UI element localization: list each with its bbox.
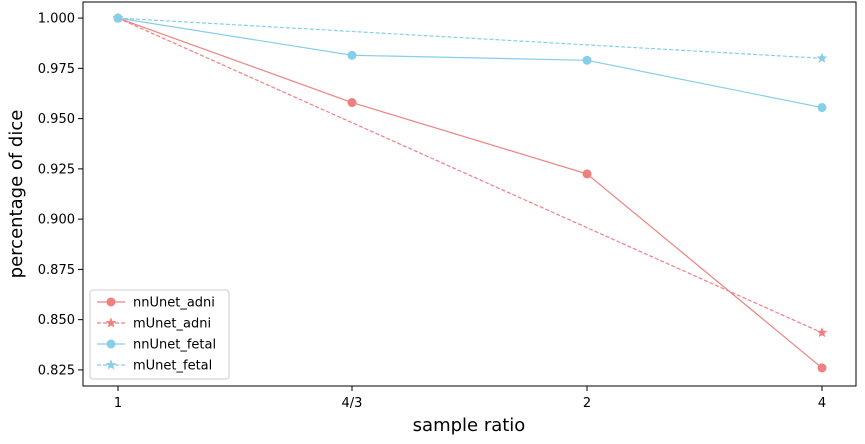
x-tick-label: 1 [114,396,122,411]
y-tick-label: 0.825 [38,363,75,378]
x-tick-label: 4/3 [342,396,363,411]
y-tick-label: 0.850 [38,313,75,328]
series-layer [112,12,828,373]
x-tick-label: 2 [583,396,591,411]
legend-box [89,289,230,380]
series-mUnet_fetal [112,12,828,63]
y-tick-label: 0.925 [38,162,75,177]
y-axis-title: percentage of dice [6,110,27,279]
data-point [582,169,592,179]
data-point [817,363,827,373]
y-tick-label: 0.875 [38,263,75,278]
legend-marker [105,359,117,370]
legend: nnUnet_adni mUnet_adni nnUnet_fetal mUnet_f… [89,289,230,380]
y-axis: 0.825 0.850 0.875 0.900 0.925 0.950 0.975 1.000 [38,12,83,378]
data-point [347,98,357,108]
y-tick-label: 0.900 [38,213,75,228]
data-point [582,55,592,65]
series-line [117,17,823,334]
series-line [117,17,823,59]
x-axis-title: sample ratio [413,415,526,436]
legend-marker [106,339,116,349]
legend-label: mUnet_adni [133,317,211,332]
series-line [117,17,823,109]
data-point [112,12,124,23]
data-point [347,50,357,60]
legend-label: nnUnet_fetal [133,338,216,353]
legend-label: mUnet_fetal [133,359,212,374]
y-tick-label: 0.950 [38,112,75,127]
y-tick-label: 1.000 [38,12,75,27]
x-axis: 1 4/3 2 4 [114,386,826,411]
legend-label: nnUnet_adni [133,296,215,311]
data-point [816,327,828,338]
x-tick-label: 4 [818,396,826,411]
legend-marker [106,297,116,307]
y-tick-label: 0.975 [38,62,75,77]
legend-marker [105,317,117,328]
data-point [817,103,827,113]
data-point [816,52,828,63]
series-line [117,17,823,369]
